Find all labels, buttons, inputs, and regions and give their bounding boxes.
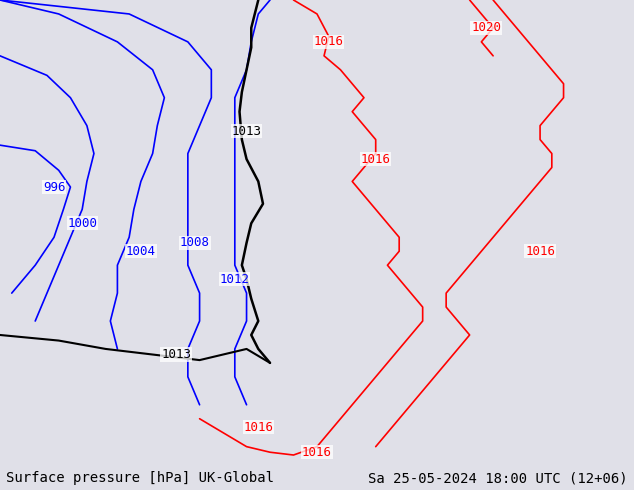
Text: 1020: 1020: [471, 22, 501, 34]
Text: 1000: 1000: [67, 217, 97, 230]
Text: 1012: 1012: [220, 272, 250, 286]
Text: 1016: 1016: [525, 245, 555, 258]
Text: Sa 25-05-2024 18:00 UTC (12+06): Sa 25-05-2024 18:00 UTC (12+06): [368, 471, 628, 485]
Text: 1013: 1013: [231, 124, 262, 138]
Text: 1016: 1016: [314, 35, 344, 49]
Text: 1016: 1016: [361, 152, 391, 166]
Text: 1008: 1008: [180, 236, 210, 249]
Text: Surface pressure [hPa] UK-Global: Surface pressure [hPa] UK-Global: [6, 471, 275, 485]
Text: 996: 996: [42, 180, 65, 194]
Text: 1013: 1013: [161, 348, 191, 361]
Text: 1016: 1016: [243, 420, 273, 434]
Text: 1004: 1004: [126, 245, 156, 258]
Text: 1016: 1016: [302, 446, 332, 459]
